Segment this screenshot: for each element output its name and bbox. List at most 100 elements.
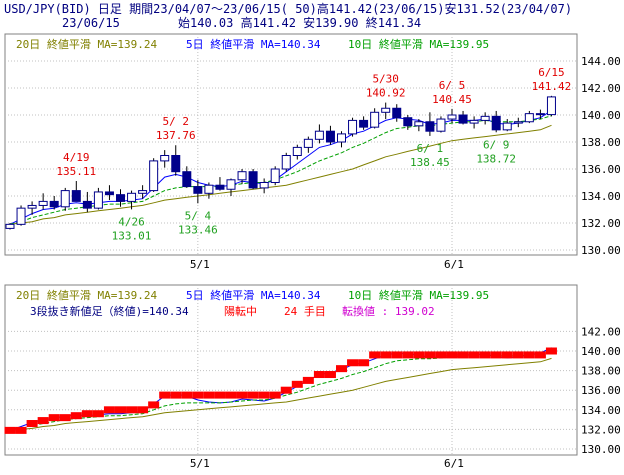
- annotation-price: 133.01: [112, 229, 152, 242]
- legend-ma10: 10日 終値平滑 MA=139.95: [348, 37, 489, 51]
- bottom-y-tick-label: 134.00: [581, 404, 621, 417]
- candle-up: [259, 182, 269, 189]
- bottom-panel-frame: [4, 284, 578, 456]
- kagi-block: [424, 351, 436, 359]
- candle-down: [215, 184, 225, 190]
- kagi-block: [181, 391, 193, 399]
- candle-down: [116, 194, 125, 202]
- top-ma-line: [9, 124, 552, 225]
- candle-up: [138, 190, 148, 194]
- candle-up: [226, 179, 236, 190]
- candle-up: [513, 121, 523, 124]
- bottom-x-tick-label: 6/1: [444, 457, 464, 470]
- candle-down: [193, 186, 203, 194]
- kagi-block: [380, 351, 392, 359]
- candle-up: [414, 121, 424, 127]
- kagi-block: [280, 386, 292, 394]
- candle-down: [392, 107, 402, 119]
- candle-down: [71, 190, 81, 202]
- candle-up: [314, 130, 324, 140]
- kagi-block: [92, 410, 104, 418]
- candle-up: [546, 96, 556, 116]
- top-y-axis: 144.00 142.00 140.00 138.00 136.00 134.00 132.…: [581, 55, 621, 257]
- top-y-tick-label: 136.00: [581, 163, 621, 176]
- kagi-label: 3段抜き新値足（終値)=140.34: [30, 304, 189, 318]
- top-y-tick-label: 140.00: [581, 109, 621, 122]
- header-ohlc: 始140.03 高141.42 安139.90 終141.34: [178, 15, 421, 30]
- candle-up: [436, 118, 446, 132]
- legend-ma5-bottom: 5日 終値平滑 MA=140.34: [186, 288, 321, 302]
- candle-up: [127, 192, 137, 202]
- kagi-block: [347, 359, 359, 367]
- kagi-block: [269, 391, 281, 399]
- kagi-block: [159, 391, 171, 399]
- candle-up: [502, 122, 512, 131]
- header-title: USD/JPY(BID) 日足 期間23/04/07～23/06/15( 50)…: [4, 1, 572, 16]
- kagi-block: [192, 391, 204, 399]
- kagi-block: [225, 391, 237, 399]
- annotation-date: 6/ 1: [417, 142, 444, 155]
- kagi-block: [358, 359, 370, 367]
- candle-down: [359, 119, 369, 128]
- top-y-tick-label: 142.00: [581, 82, 621, 95]
- kagi-block: [236, 391, 248, 399]
- kagi-blocks: [4, 347, 557, 434]
- candle-up: [160, 155, 170, 162]
- candle-up: [337, 133, 346, 143]
- candle-up: [5, 223, 15, 229]
- kagi-block: [490, 351, 502, 359]
- annotation-price: 141.42: [532, 80, 572, 93]
- bottom-y-tick-label: 132.00: [581, 423, 621, 436]
- annotation-price: 138.72: [476, 152, 516, 165]
- annotation-date: 4/26: [118, 215, 145, 228]
- annotation-date: 5/ 4: [185, 209, 212, 222]
- annotation-date: 5/ 2: [163, 115, 190, 128]
- kagi-block: [501, 351, 513, 359]
- annotation-price: 133.46: [178, 223, 218, 236]
- legend-ma10-bottom: 10日 終値平滑 MA=139.95: [348, 288, 489, 302]
- top-x-axis: 5/1 6/1: [190, 258, 464, 271]
- kagi-block: [247, 391, 259, 399]
- bottom-y-tick-label: 130.00: [581, 443, 621, 456]
- kagi-block: [115, 406, 126, 414]
- bottom-x-tick-label: 5/1: [190, 457, 210, 470]
- kagi-block: [59, 414, 71, 422]
- annotation-price: 138.45: [410, 156, 450, 169]
- kagi-block: [214, 391, 226, 399]
- candle-up: [292, 146, 302, 156]
- candle-up: [270, 168, 280, 183]
- candle-up: [524, 113, 534, 123]
- candle-up: [370, 111, 380, 128]
- kagi-state: 陽転中: [224, 305, 257, 318]
- candle-up: [447, 114, 457, 120]
- candle-up: [27, 204, 37, 209]
- top-y-tick-label: 130.00: [581, 244, 621, 257]
- kagi-block: [302, 376, 314, 384]
- kagi-block: [435, 351, 447, 359]
- annotation-price: 135.11: [56, 165, 96, 178]
- top-y-tick-label: 138.00: [581, 136, 621, 149]
- kagi-block: [4, 426, 16, 434]
- bottom-y-tick-label: 136.00: [581, 384, 621, 397]
- candle-down: [535, 113, 545, 116]
- candle-up: [237, 171, 247, 181]
- kagi-block: [26, 420, 38, 428]
- top-y-tick-label: 132.00: [581, 217, 621, 230]
- top-x-tick-label: 5/1: [190, 258, 210, 271]
- kagi-reversal: 転換値 : 139.02: [342, 305, 435, 318]
- kagi-block: [391, 351, 403, 359]
- candle-down: [425, 121, 435, 132]
- kagi-block: [545, 347, 557, 355]
- candle-up: [303, 138, 313, 148]
- candles: [5, 95, 556, 230]
- kagi-block: [291, 380, 303, 388]
- candle-down: [49, 200, 59, 208]
- bottom-y-tick-label: 142.00: [581, 325, 621, 338]
- legend-ma5: 5日 終値平滑 MA=140.34: [186, 37, 321, 51]
- kagi-block: [479, 351, 491, 359]
- annotation-price: 137.76: [156, 129, 196, 142]
- candle-down: [182, 171, 192, 188]
- bottom-x-axis: 5/1 6/1: [190, 457, 464, 470]
- candle-up: [469, 119, 479, 124]
